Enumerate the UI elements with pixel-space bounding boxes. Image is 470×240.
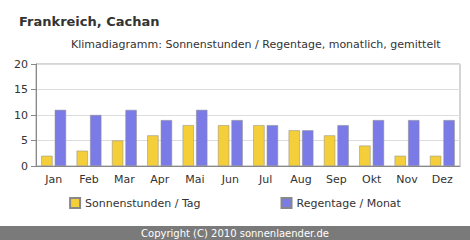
svg-text:Mar: Mar [114, 173, 135, 186]
svg-text:15: 15 [14, 83, 28, 96]
svg-text:Klimadiagramm: Sonnenstunden /: Klimadiagramm: Sonnenstunden / Regentage… [71, 38, 441, 51]
svg-text:Mai: Mai [185, 173, 204, 186]
svg-text:Sonnenstunden / Tag: Sonnenstunden / Tag [85, 197, 200, 210]
svg-text:20: 20 [14, 58, 28, 71]
svg-text:10: 10 [14, 109, 28, 122]
svg-text:Nov: Nov [396, 173, 418, 186]
svg-text:Jan: Jan [44, 173, 62, 186]
svg-text:Okt: Okt [362, 173, 382, 186]
svg-text:0: 0 [21, 160, 28, 173]
svg-text:Regentage / Monat: Regentage / Monat [297, 197, 402, 210]
svg-text:Apr: Apr [150, 173, 170, 186]
svg-text:Aug: Aug [290, 173, 311, 186]
svg-text:Jul: Jul [258, 173, 272, 186]
svg-text:Frankreich, Cachan: Frankreich, Cachan [19, 14, 160, 29]
svg-text:Dez: Dez [432, 173, 453, 186]
svg-text:Sep: Sep [326, 173, 347, 186]
svg-text:Feb: Feb [79, 173, 98, 186]
svg-text:5: 5 [21, 134, 28, 147]
svg-text:Jun: Jun [221, 173, 239, 186]
svg-text:Copyright (C) 2010 sonnenlaend: Copyright (C) 2010 sonnenlaender.de [141, 228, 329, 239]
